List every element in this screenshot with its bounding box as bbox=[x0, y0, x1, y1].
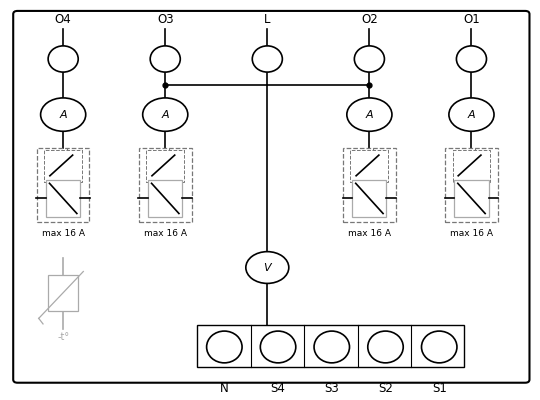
Ellipse shape bbox=[260, 331, 296, 363]
Bar bbox=[453, 150, 490, 182]
Circle shape bbox=[40, 98, 86, 131]
Ellipse shape bbox=[368, 331, 403, 363]
Text: S1: S1 bbox=[432, 382, 447, 395]
Bar bbox=[37, 148, 90, 222]
Text: O2: O2 bbox=[361, 13, 378, 26]
Text: max 16 A: max 16 A bbox=[348, 229, 391, 238]
Bar bbox=[454, 180, 489, 217]
FancyBboxPatch shape bbox=[13, 11, 530, 383]
Text: S4: S4 bbox=[271, 382, 286, 395]
Bar bbox=[44, 150, 82, 182]
Text: S3: S3 bbox=[325, 382, 339, 395]
Bar bbox=[148, 180, 183, 217]
Bar bbox=[146, 150, 184, 182]
Text: A: A bbox=[59, 110, 67, 120]
Bar bbox=[46, 180, 80, 217]
Bar bbox=[198, 325, 464, 367]
Text: A: A bbox=[366, 110, 373, 120]
Text: max 16 A: max 16 A bbox=[450, 229, 493, 238]
Text: S2: S2 bbox=[378, 382, 393, 395]
Text: A: A bbox=[161, 110, 169, 120]
Text: A: A bbox=[468, 110, 475, 120]
Ellipse shape bbox=[314, 331, 349, 363]
Circle shape bbox=[246, 252, 289, 284]
Ellipse shape bbox=[48, 46, 78, 72]
Ellipse shape bbox=[354, 46, 384, 72]
Text: max 16 A: max 16 A bbox=[42, 229, 85, 238]
Circle shape bbox=[347, 98, 392, 131]
Text: O4: O4 bbox=[55, 13, 71, 26]
Text: N: N bbox=[220, 382, 229, 395]
Bar bbox=[139, 148, 192, 222]
Circle shape bbox=[449, 98, 494, 131]
Bar bbox=[445, 148, 498, 222]
Bar bbox=[352, 180, 387, 217]
Ellipse shape bbox=[422, 331, 457, 363]
Ellipse shape bbox=[150, 46, 180, 72]
Text: L: L bbox=[264, 13, 271, 26]
Ellipse shape bbox=[252, 46, 282, 72]
Circle shape bbox=[143, 98, 188, 131]
Text: O3: O3 bbox=[157, 13, 173, 26]
Bar bbox=[343, 148, 396, 222]
Text: V: V bbox=[264, 262, 271, 272]
Bar bbox=[49, 276, 78, 311]
Bar bbox=[350, 150, 388, 182]
Ellipse shape bbox=[456, 46, 487, 72]
Text: -t°: -t° bbox=[57, 332, 69, 342]
Ellipse shape bbox=[207, 331, 242, 363]
Text: max 16 A: max 16 A bbox=[144, 229, 187, 238]
Text: O1: O1 bbox=[463, 13, 480, 26]
